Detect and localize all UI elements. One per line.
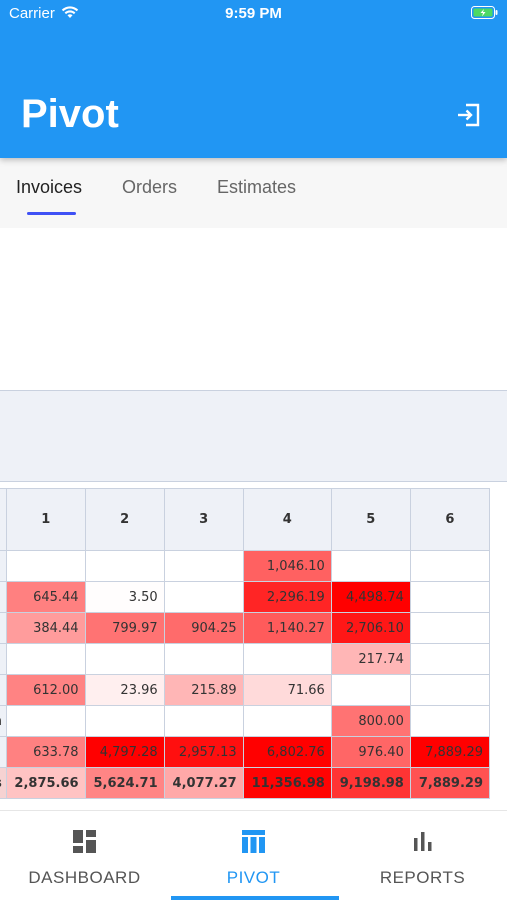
table-row: 1,046.10 [0,550,491,582]
pivot-cell[interactable] [409,550,491,582]
page-title: Pivot [21,92,119,136]
table-row: 612.00 23.96 215.89 71.66 [0,674,491,706]
wifi-icon [61,5,79,23]
pivot-cell[interactable] [5,705,86,737]
pivot-cell[interactable]: 645.44 [5,581,86,613]
nav-dashboard[interactable]: DASHBOARD [0,811,169,900]
pivot-cell[interactable] [330,550,411,582]
pivot-cell[interactable]: 633.78 [5,736,86,768]
pivot-cell[interactable] [84,643,165,675]
battery-icon [471,6,498,23]
pivot-cell[interactable] [163,705,244,737]
pivot-cell[interactable]: 7,889.29 [409,736,491,768]
pivot-cell[interactable]: 2,706.10 [330,612,411,644]
totals-row: s2,875.665,624.714,077.2711,356.989,198.… [0,767,491,799]
column-header[interactable]: 6 [409,488,491,551]
pivot-cell[interactable]: 7,889.29 [409,767,491,799]
pivot-cell[interactable]: 2,875.66 [5,767,86,799]
pivot-cell[interactable] [409,612,491,644]
status-bar: Carrier 9:59 PM [0,0,507,30]
pivot-cell[interactable] [163,643,244,675]
pivot-cell[interactable]: 799.97 [84,612,165,644]
pivot-cell[interactable]: 4,797.28 [84,736,165,768]
pivot-cell[interactable] [409,581,491,613]
nav-reports-label: REPORTS [379,868,466,887]
tab-invoices[interactable]: Invoices [16,177,83,197]
table-row: 384.44 799.97 904.25 1,140.27 2,706.10 [0,612,491,644]
pivot-cell[interactable] [242,643,332,675]
clock: 9:59 PM [225,5,282,22]
tab-bar: Invoices Orders Estimates [0,158,507,228]
logout-icon[interactable] [455,101,483,129]
column-header[interactable]: 1 [5,488,86,551]
pivot-cell[interactable]: 904.25 [163,612,244,644]
pivot-cell[interactable] [409,674,491,706]
carrier-label: Carrier [9,5,55,22]
bottom-navigation: DASHBOARD PIVOT REPORTS [0,810,507,900]
table-row: 645.44 3.50 2,296.19 4,498.74 [0,581,491,613]
app-header: Carrier 9:59 PM Pivot [0,0,507,158]
bar-chart-icon [410,829,435,854]
pivot-cell[interactable] [409,705,491,737]
pivot-cell[interactable]: 2,957.13 [163,736,244,768]
pivot-cell[interactable]: 384.44 [5,612,86,644]
table-icon [241,829,266,854]
pivot-cell[interactable] [163,581,244,613]
pivot-cell[interactable]: 11,356.98 [242,767,332,799]
pivot-cell[interactable] [330,674,411,706]
nav-active-indicator [171,896,339,900]
pivot-cell[interactable]: 1,140.27 [242,612,332,644]
column-header[interactable]: 2 [84,488,165,551]
pivot-cell[interactable]: 4,498.74 [330,581,411,613]
pivot-cell[interactable]: 9,198.98 [330,767,411,799]
pivot-cell[interactable]: 4,077.27 [163,767,244,799]
pivot-cell[interactable] [409,643,491,675]
pivot-filter-area[interactable] [0,390,507,482]
pivot-grid[interactable]: 1 2 3 4 5 6 1,046.10 645.44 3.50 2,296.19 4,… [0,488,507,804]
table-row: 217.74 [0,643,491,675]
table-row: 633.78 4,797.28 2,957.13 6,802.76 976.40 7,88… [0,736,491,768]
tab-orders[interactable]: Orders [122,177,178,197]
nav-reports[interactable]: REPORTS [338,811,507,900]
pivot-cell[interactable] [5,550,86,582]
pivot-cell[interactable]: 800.00 [330,705,411,737]
pivot-cell[interactable]: 217.74 [330,643,411,675]
pivot-cell[interactable]: 612.00 [5,674,86,706]
pivot-cell[interactable]: 23.96 [84,674,165,706]
pivot-cell[interactable]: 5,624.71 [84,767,165,799]
table-row: n800.00 [0,705,491,737]
pivot-cell[interactable]: 3.50 [84,581,165,613]
column-header[interactable]: 5 [330,488,411,551]
column-header[interactable]: 3 [163,488,244,551]
pivot-cell[interactable]: 976.40 [330,736,411,768]
nav-pivot[interactable]: PIVOT [169,811,338,900]
pivot-cell[interactable]: 1,046.10 [242,550,332,582]
pivot-cell[interactable]: 215.89 [163,674,244,706]
pivot-cell[interactable]: 71.66 [242,674,332,706]
pivot-table: 1 2 3 4 5 6 1,046.10 645.44 3.50 2,296.19 4,… [0,488,491,799]
pivot-cell[interactable] [5,643,86,675]
pivot-cell[interactable]: 6,802.76 [242,736,332,768]
pivot-cell[interactable] [84,550,165,582]
dashboard-icon [72,829,97,854]
tab-estimates[interactable]: Estimates [217,177,297,197]
pivot-cell[interactable] [84,705,165,737]
column-header[interactable]: 4 [242,488,332,551]
row-header[interactable]: s [0,767,7,799]
pivot-cell[interactable] [242,705,332,737]
pivot-cell[interactable] [163,550,244,582]
tab-indicator [27,212,76,215]
pivot-cell[interactable]: 2,296.19 [242,581,332,613]
nav-pivot-label: PIVOT [226,868,281,887]
nav-dashboard-label: DASHBOARD [28,868,141,887]
